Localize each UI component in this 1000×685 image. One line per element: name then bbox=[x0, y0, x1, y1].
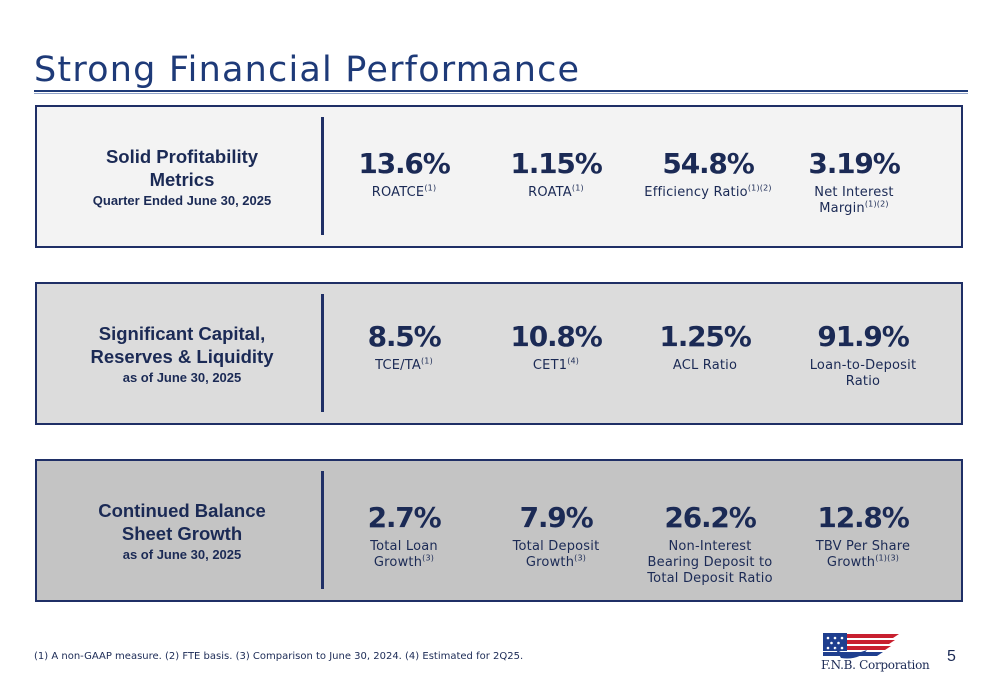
metric-acl-ratio: 1.25% ACL Ratio bbox=[630, 320, 780, 374]
metric-label: TCE/TA(1) bbox=[375, 356, 433, 373]
metric-label: TBV Per Share Growth(1)(3) bbox=[815, 539, 911, 570]
page-number: 5 bbox=[947, 648, 956, 665]
metric-label: ROATA(1) bbox=[528, 183, 584, 200]
panel-profitability: Solid Profitability Metrics Quarter Ende… bbox=[35, 105, 963, 248]
title-rule-thin bbox=[34, 93, 968, 94]
title-rule bbox=[34, 90, 968, 92]
metric-cet1: 10.8% CET1(4) bbox=[481, 320, 631, 374]
footnote-ref: (3) bbox=[422, 553, 435, 563]
metric-total-loan-growth: 2.7% Total Loan Growth(3) bbox=[329, 501, 479, 571]
metric-net-interest-margin: 3.19% Net Interest Margin(1)(2) bbox=[779, 147, 929, 217]
panel-header: Continued Balance Sheet Growth as of Jun… bbox=[57, 461, 307, 600]
metric-label: CET1(4) bbox=[532, 356, 580, 373]
metric-value: 10.8% bbox=[510, 320, 602, 353]
panel-title: Significant Capital, Reserves & Liquidit… bbox=[90, 323, 274, 367]
panel-header: Significant Capital, Reserves & Liquidit… bbox=[57, 284, 307, 423]
metric-value: 1.25% bbox=[659, 320, 751, 353]
panel-header: Solid Profitability Metrics Quarter Ende… bbox=[57, 107, 307, 246]
panel-subtitle: Quarter Ended June 30, 2025 bbox=[92, 193, 272, 208]
footnote-ref: (1)(3) bbox=[875, 553, 900, 563]
metric-label: ACL Ratio bbox=[672, 358, 738, 373]
metric-value: 91.9% bbox=[817, 320, 909, 353]
metric-tbv-per-share-growth: 12.8% TBV Per Share Growth(1)(3) bbox=[788, 501, 938, 571]
metric-efficiency-ratio: 54.8% Efficiency Ratio(1)(2) bbox=[633, 147, 783, 201]
footnote-ref: (1) bbox=[571, 183, 584, 193]
metric-label: Efficiency Ratio(1)(2) bbox=[644, 183, 772, 200]
metric-roatce: 13.6% ROATCE(1) bbox=[329, 147, 479, 201]
panel-divider bbox=[321, 294, 324, 412]
footnote-ref: (1) bbox=[420, 356, 433, 366]
metric-total-deposit-growth: 7.9% Total Deposit Growth(3) bbox=[481, 501, 631, 571]
fnb-logo bbox=[823, 633, 899, 659]
metric-tce-ta: 8.5% TCE/TA(1) bbox=[329, 320, 479, 374]
panel-growth: Continued Balance Sheet Growth as of Jun… bbox=[35, 459, 963, 602]
panel-capital: Significant Capital, Reserves & Liquidit… bbox=[35, 282, 963, 425]
metric-non-interest-deposit-ratio: 26.2% Non-Interest Bearing Deposit to Tota… bbox=[635, 501, 785, 587]
panel-title: Solid Profitability Metrics bbox=[105, 146, 259, 190]
footnote-ref: (4) bbox=[567, 356, 580, 366]
metric-value: 7.9% bbox=[519, 501, 594, 534]
metric-roata: 1.15% ROATA(1) bbox=[481, 147, 631, 201]
footnote-ref: (1)(2) bbox=[864, 199, 889, 209]
panel-divider bbox=[321, 471, 324, 589]
metric-value: 54.8% bbox=[662, 147, 754, 180]
metric-label: Total Deposit Growth(3) bbox=[512, 539, 600, 570]
metric-label: Non-Interest Bearing Deposit to Total Depo… bbox=[647, 539, 773, 586]
page-title: Strong Financial Performance bbox=[34, 50, 581, 90]
metric-loan-to-deposit: 91.9% Loan-to-Deposit Ratio bbox=[788, 320, 938, 390]
metric-value: 26.2% bbox=[664, 501, 756, 534]
metric-label: Net Interest Margin(1)(2) bbox=[814, 185, 894, 216]
panel-subtitle: as of June 30, 2025 bbox=[122, 370, 242, 385]
metric-label: ROATCE(1) bbox=[371, 183, 437, 200]
footnote-ref: (3) bbox=[574, 553, 587, 563]
metric-value: 12.8% bbox=[817, 501, 909, 534]
metric-value: 8.5% bbox=[367, 320, 442, 353]
metric-label: Total Loan Growth(3) bbox=[370, 539, 438, 570]
metric-value: 3.19% bbox=[808, 147, 900, 180]
metric-label: Loan-to-Deposit Ratio bbox=[809, 358, 917, 389]
footnote: (1) A non-GAAP measure. (2) FTE basis. (… bbox=[34, 651, 524, 662]
panel-subtitle: as of June 30, 2025 bbox=[122, 547, 242, 562]
metric-value: 2.7% bbox=[367, 501, 442, 534]
panel-divider bbox=[321, 117, 324, 235]
metric-value: 1.15% bbox=[510, 147, 602, 180]
metric-value: 13.6% bbox=[358, 147, 450, 180]
footnote-ref: (1) bbox=[424, 183, 437, 193]
footnote-ref: (1)(2) bbox=[747, 183, 772, 193]
logo-text: F.N.B. Corporation bbox=[821, 658, 930, 672]
panel-title: Continued Balance Sheet Growth bbox=[98, 500, 266, 544]
